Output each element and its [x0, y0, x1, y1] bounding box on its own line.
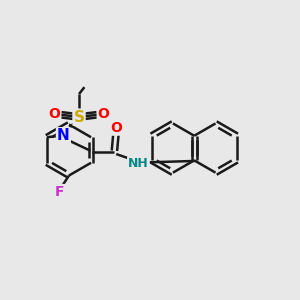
- Text: O: O: [110, 121, 122, 135]
- Text: N: N: [57, 128, 70, 143]
- Text: F: F: [55, 185, 65, 199]
- Text: NH: NH: [128, 157, 149, 170]
- Text: O: O: [98, 106, 109, 121]
- Text: S: S: [74, 110, 85, 125]
- Text: O: O: [49, 106, 60, 121]
